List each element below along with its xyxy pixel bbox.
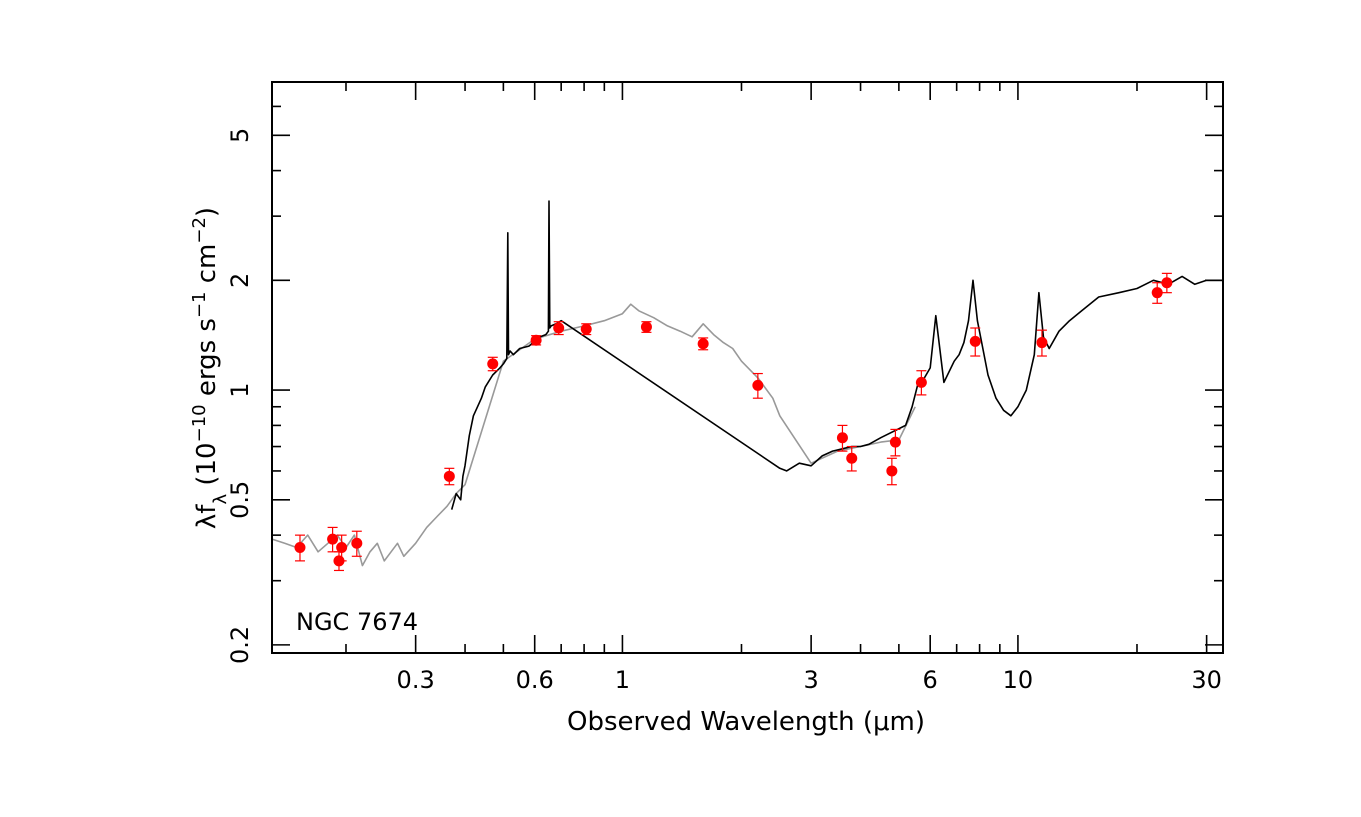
data-point bbox=[487, 358, 499, 370]
data-point bbox=[697, 338, 709, 350]
x-axis-title: Observed Wavelength (μm) bbox=[567, 707, 925, 737]
observed-spectrum-line bbox=[450, 200, 1223, 510]
data-point bbox=[327, 533, 339, 545]
data-point bbox=[836, 432, 848, 444]
y-axis-title-exp2: −1 bbox=[189, 291, 210, 318]
data-point bbox=[580, 323, 592, 335]
y-axis-title-mid2: cm bbox=[192, 244, 222, 292]
x-tick-label: 1 bbox=[615, 666, 630, 694]
y-tick-label: 0.5 bbox=[226, 481, 254, 519]
data-point bbox=[530, 334, 542, 346]
y-axis-title-mid1: ergs s bbox=[192, 318, 222, 404]
data-point bbox=[915, 376, 927, 388]
y-axis-title-open: (10 bbox=[192, 442, 222, 494]
y-axis-title-exp1: −10 bbox=[189, 404, 210, 442]
data-point bbox=[752, 379, 764, 391]
data-point bbox=[294, 541, 306, 553]
axis-ticks bbox=[271, 81, 1224, 654]
data-point bbox=[553, 322, 565, 334]
data-point bbox=[1151, 287, 1163, 299]
data-point bbox=[351, 537, 363, 549]
x-tick-label: 3 bbox=[803, 666, 818, 694]
data-point bbox=[1161, 277, 1173, 289]
y-tick-label: 1 bbox=[226, 382, 254, 397]
x-tick-label: 30 bbox=[1191, 666, 1222, 694]
data-point bbox=[969, 335, 981, 347]
y-axis-title: λfλ (10−10 ergs s−1 cm−2) bbox=[189, 207, 231, 529]
data-point bbox=[443, 470, 455, 482]
y-tick-label: 2 bbox=[226, 273, 254, 288]
data-point bbox=[1036, 337, 1048, 349]
object-label: NGC 7674 bbox=[296, 608, 418, 636]
x-tick-label: 0.6 bbox=[516, 666, 554, 694]
y-tick-label: 5 bbox=[226, 128, 254, 143]
plot-area bbox=[271, 200, 1223, 572]
x-tick-label: 10 bbox=[1003, 666, 1034, 694]
data-point bbox=[886, 465, 898, 477]
y-tick-label: 0.2 bbox=[226, 626, 254, 664]
tick-labels: 0.3 0.6 1 3 6 10 30 0.2 0.5 1 2 5 bbox=[226, 128, 1222, 694]
y-axis-title-sub: λ bbox=[210, 494, 231, 505]
y-axis-title-close: ) bbox=[192, 207, 222, 217]
y-axis-title-base: λf bbox=[192, 504, 222, 529]
data-point bbox=[889, 436, 901, 448]
plot-frame bbox=[271, 81, 1224, 654]
y-axis-title-exp3: −2 bbox=[189, 217, 210, 244]
data-point bbox=[336, 541, 348, 553]
x-tick-label: 0.3 bbox=[397, 666, 435, 694]
data-point bbox=[640, 321, 652, 333]
x-tick-label: 6 bbox=[923, 666, 938, 694]
data-point bbox=[846, 452, 858, 464]
